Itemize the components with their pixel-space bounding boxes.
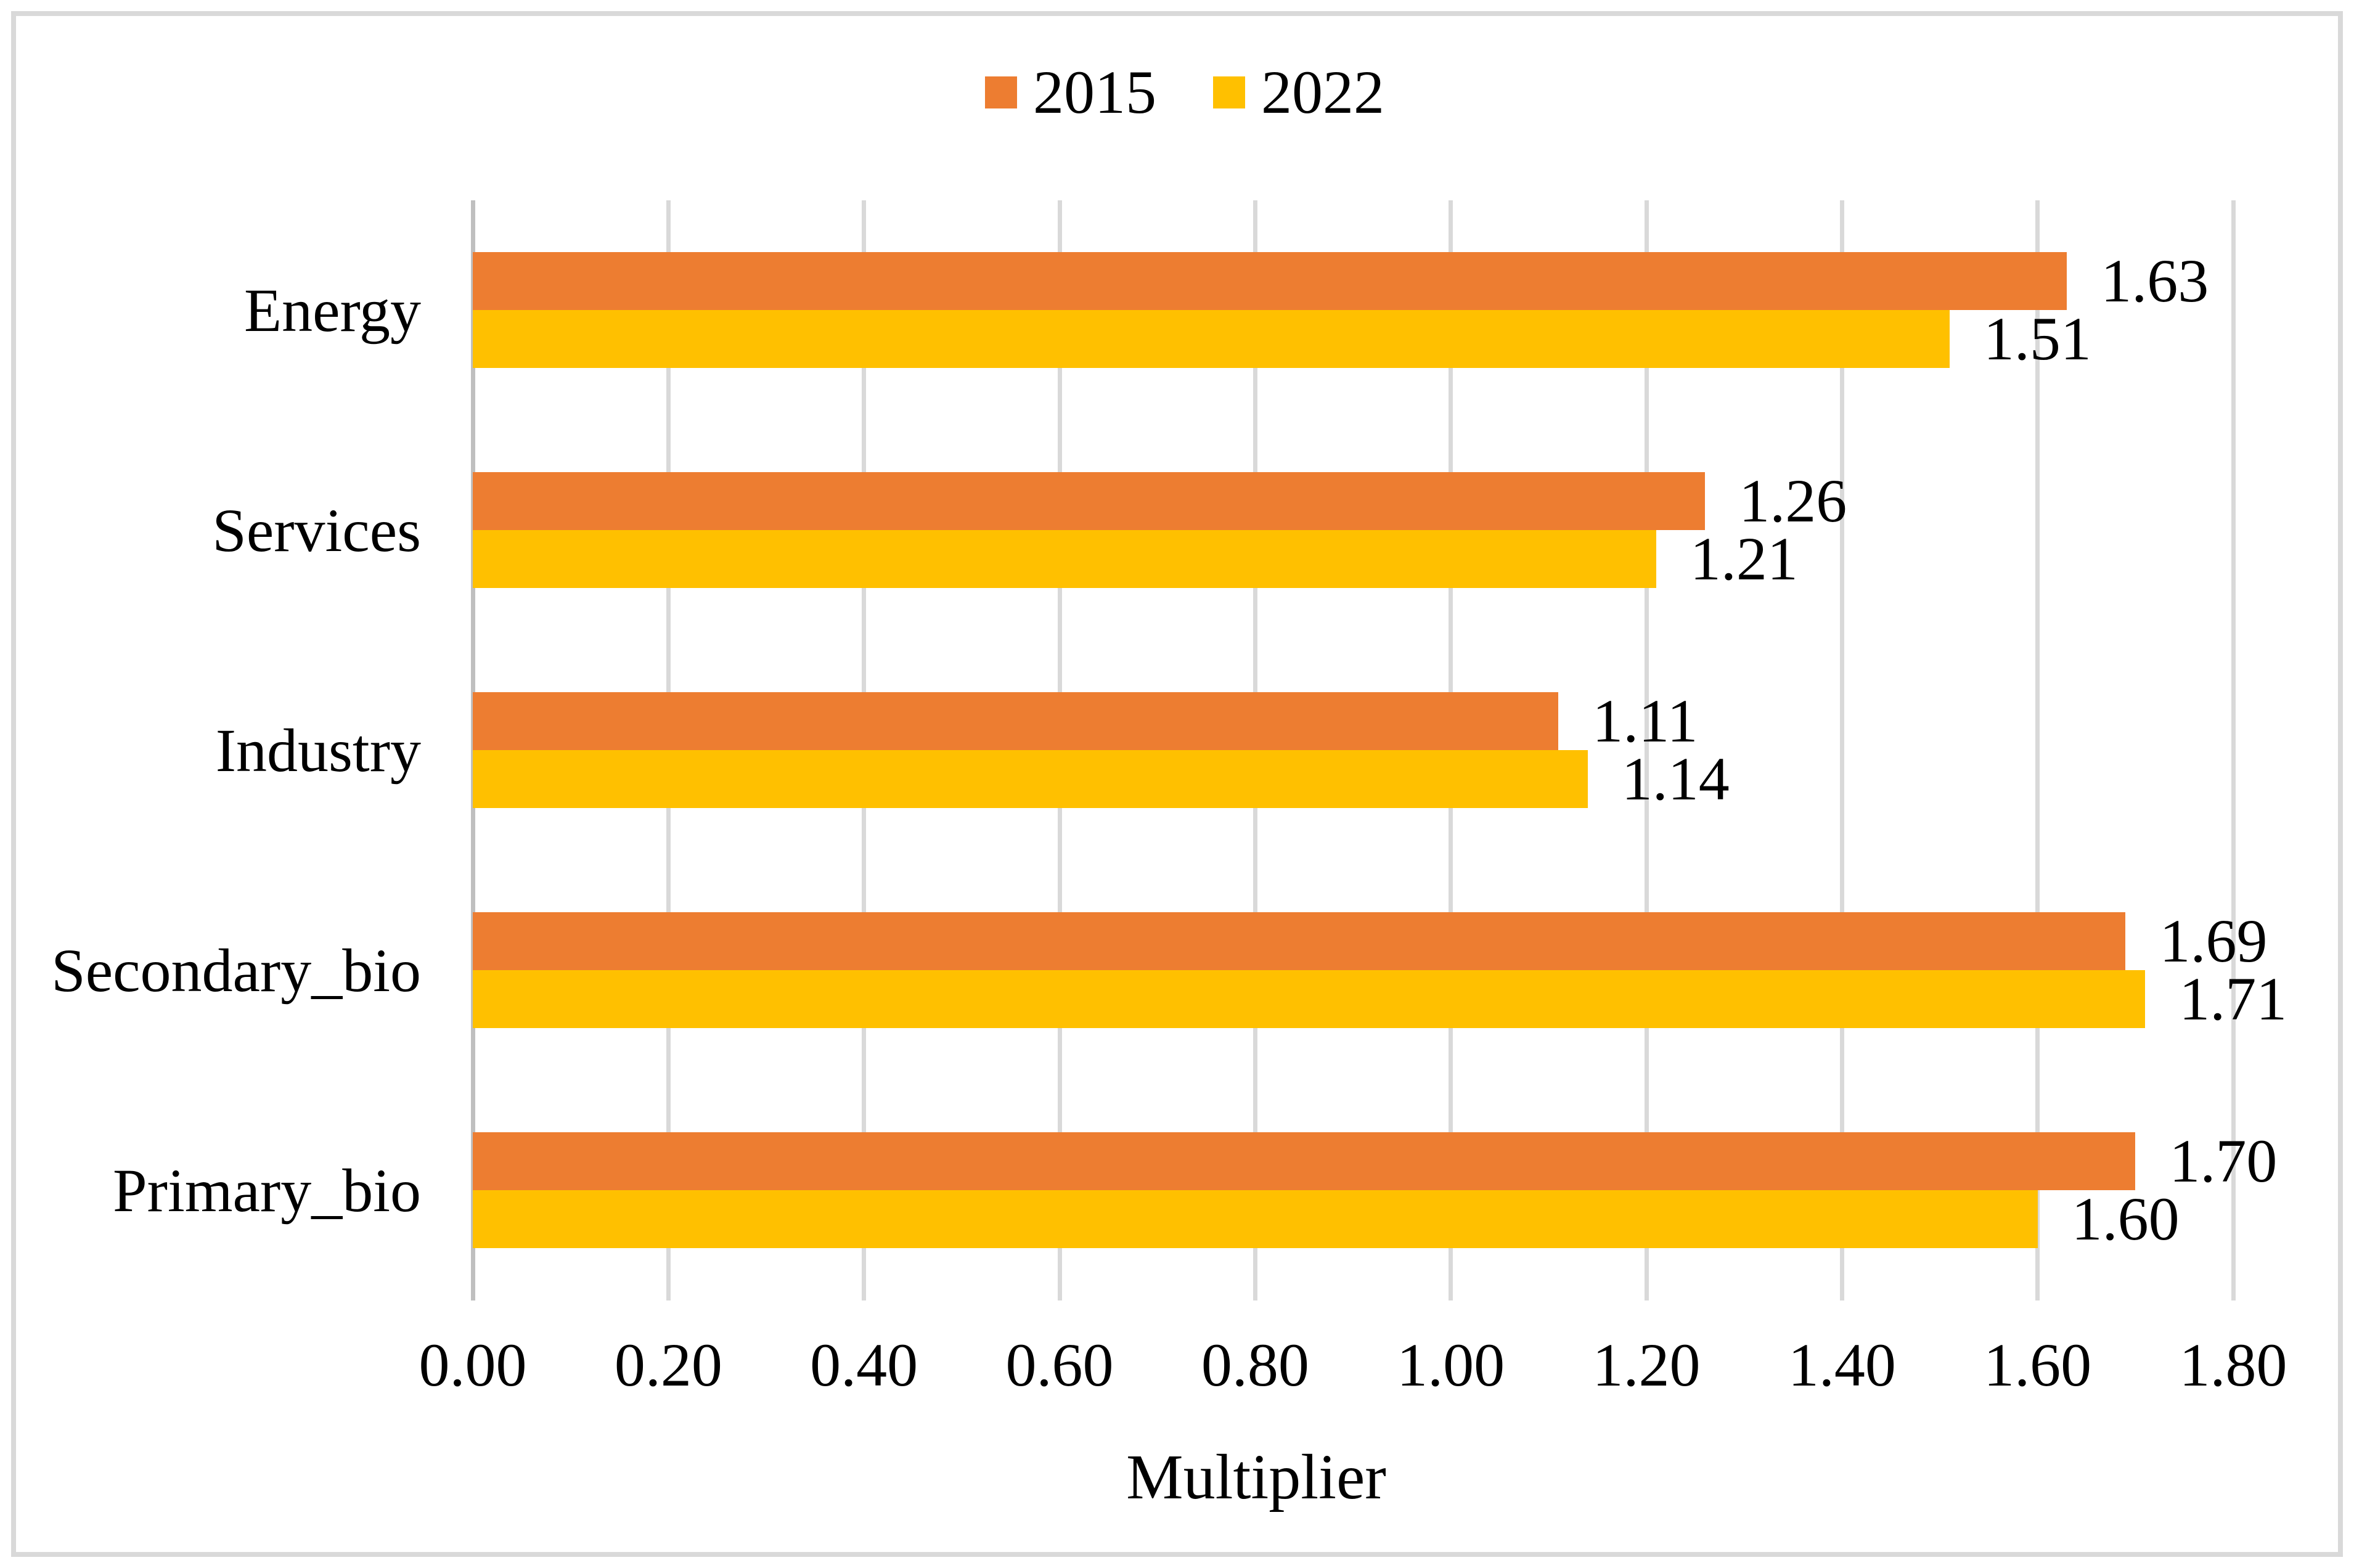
category-label-primary-bio: Primary_bio — [113, 1156, 421, 1225]
gridline — [1839, 200, 1844, 1301]
value-label-2022-energy: 1.51 — [1983, 304, 2091, 373]
bar-2022-services — [473, 530, 1656, 588]
x-tick-label: 1.80 — [2179, 1331, 2287, 1399]
value-label-2022-secondary-bio: 1.71 — [2179, 965, 2287, 1033]
legend-swatch-2015-icon — [985, 76, 1017, 108]
value-label-2022-primary-bio: 1.60 — [2071, 1185, 2180, 1253]
gridline — [1644, 200, 1649, 1301]
value-label-2022-services: 1.21 — [1690, 525, 1798, 593]
value-label-2015-secondary-bio: 1.69 — [2159, 907, 2268, 975]
category-label-energy: Energy — [244, 276, 421, 345]
legend-swatch-2022-icon — [1213, 76, 1245, 108]
value-label-2015-primary-bio: 1.70 — [2169, 1127, 2278, 1195]
x-axis-title: Multiplier — [1126, 1442, 1386, 1513]
x-tick-label: 1.20 — [1592, 1331, 1701, 1399]
gridline — [2231, 200, 2236, 1301]
category-label-services: Services — [212, 496, 421, 565]
value-label-2022-industry: 1.14 — [1621, 745, 1730, 813]
category-label-secondary-bio: Secondary_bio — [51, 936, 421, 1005]
value-label-2015-services: 1.26 — [1739, 467, 1847, 535]
x-tick-label: 0.20 — [614, 1331, 722, 1399]
bar-2015-energy — [473, 252, 2067, 310]
bar-2022-energy — [473, 310, 1950, 368]
legend-item-2015: 2015 — [985, 62, 1156, 123]
legend: 2015 2022 — [985, 62, 1384, 123]
legend-item-2022: 2022 — [1213, 62, 1384, 123]
x-tick-label: 0.40 — [810, 1331, 918, 1399]
category-label-industry: Industry — [215, 716, 421, 785]
x-tick-label: 1.00 — [1397, 1331, 1505, 1399]
bar-2015-services — [473, 472, 1706, 530]
bar-2015-industry — [473, 692, 1559, 750]
gridline — [2035, 200, 2040, 1301]
bar-2015-secondary-bio — [473, 912, 2126, 970]
x-tick-label: 0.80 — [1201, 1331, 1309, 1399]
x-tick-label: 1.60 — [1984, 1331, 2092, 1399]
bar-2022-primary-bio — [473, 1190, 2038, 1248]
bar-2022-secondary-bio — [473, 970, 2146, 1028]
legend-label-2015: 2015 — [1033, 58, 1156, 126]
x-tick-label: 0.60 — [1005, 1331, 1114, 1399]
bar-2015-primary-bio — [473, 1132, 2136, 1190]
bar-2022-industry — [473, 750, 1588, 808]
legend-label-2022: 2022 — [1261, 58, 1384, 126]
value-label-2015-industry: 1.11 — [1592, 687, 1698, 755]
plot-area — [470, 200, 2236, 1301]
x-tick-label: 0.00 — [419, 1331, 527, 1399]
value-label-2015-energy: 1.63 — [2101, 247, 2209, 315]
x-tick-label: 1.40 — [1788, 1331, 1896, 1399]
